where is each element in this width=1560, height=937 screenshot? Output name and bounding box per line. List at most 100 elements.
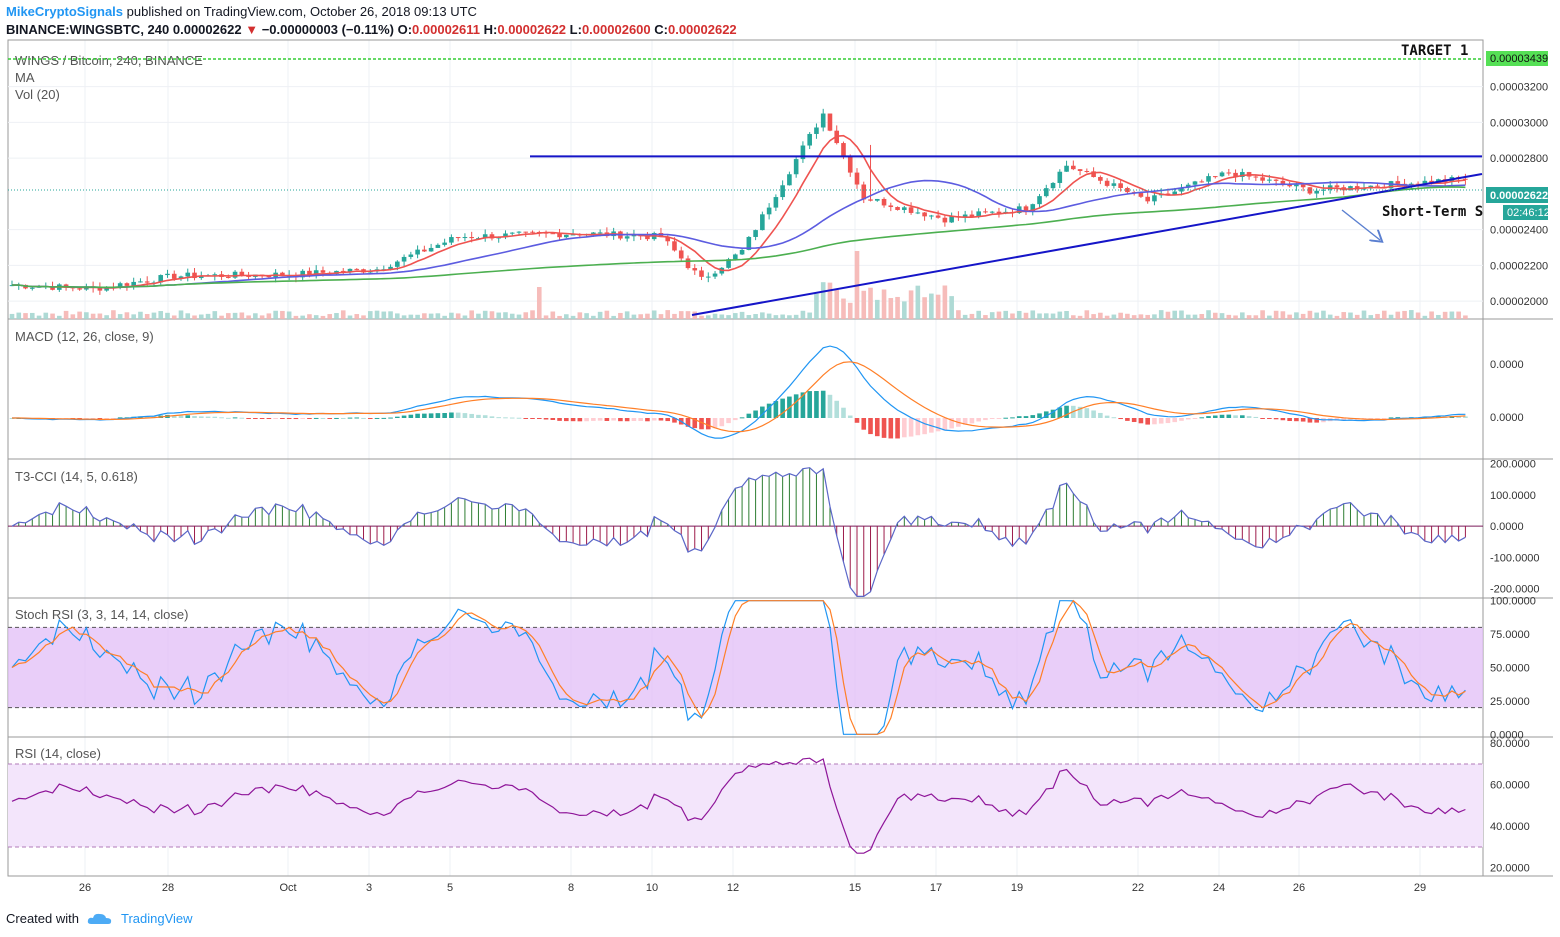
candle-body xyxy=(523,231,529,233)
macd-hist-bar xyxy=(922,418,927,435)
volume-bar xyxy=(726,315,731,319)
volume-bar xyxy=(1287,314,1292,319)
candle-body xyxy=(226,276,231,278)
candle-body xyxy=(1104,180,1110,186)
macd-hist-bar xyxy=(1010,417,1015,419)
candle-body xyxy=(773,197,779,208)
macd-hist-bar xyxy=(509,417,515,419)
last-price: 0.00002622 xyxy=(172,22,242,37)
candle-body xyxy=(1361,188,1367,190)
cci-pane-title: T3-CCI (14, 5, 0.618) xyxy=(15,469,138,484)
volume-bar xyxy=(705,315,711,319)
macd-hist-bar xyxy=(739,417,745,419)
volume-bar xyxy=(861,290,867,319)
volume-bar xyxy=(1456,311,1461,319)
macd-hist-bar xyxy=(1368,418,1374,419)
macd-hist-bar xyxy=(1463,416,1468,418)
macd-hist-bar xyxy=(550,418,556,420)
macd-hist-bar xyxy=(638,418,643,421)
candle-body xyxy=(787,174,792,186)
x-tick-label: 10 xyxy=(646,882,658,894)
candle-body xyxy=(739,249,745,255)
volume-bar xyxy=(1233,315,1238,319)
support-trend-line xyxy=(691,173,1483,316)
volume-bar xyxy=(989,312,995,319)
volume-bar xyxy=(1240,312,1245,319)
stoch-d-line xyxy=(11,599,1466,735)
volume-bar xyxy=(9,313,15,319)
volume-bar xyxy=(895,296,900,319)
candle-body xyxy=(1280,180,1286,185)
macd-hist-bar xyxy=(1003,417,1009,419)
macd-hist-bar xyxy=(205,416,211,418)
volume-bar xyxy=(800,310,806,319)
y-tick-label: -100.0000 xyxy=(1490,552,1540,564)
candle-body xyxy=(50,286,55,290)
volume-bar xyxy=(57,315,62,319)
macd-hist-bar xyxy=(1307,418,1313,423)
candle-body xyxy=(1226,172,1232,174)
volume-bar xyxy=(415,314,420,319)
volume-bar xyxy=(1111,314,1117,319)
tradingview-brand-link[interactable]: TradingView xyxy=(120,911,193,926)
volume-bar xyxy=(1463,315,1468,319)
volume-bar xyxy=(395,313,400,319)
volume-bar xyxy=(969,313,975,319)
candle-body xyxy=(1422,180,1428,185)
annotation-label: Short-Term S xyxy=(1382,204,1483,220)
author-link[interactable]: MikeCryptoSignals xyxy=(6,4,124,19)
candle-body xyxy=(841,143,846,156)
candle-body xyxy=(131,281,136,286)
macd-hist-bar xyxy=(482,415,488,418)
macd-hist-bar xyxy=(888,418,894,439)
candle-body xyxy=(1219,172,1225,177)
volume-bar xyxy=(239,312,245,319)
volume-bar xyxy=(320,315,326,319)
volume-bar xyxy=(983,315,988,319)
volume-bar xyxy=(1307,310,1313,319)
last-price-label: 0.00002622 xyxy=(1490,190,1548,202)
macd-hist-bar xyxy=(564,418,569,422)
volume-bar xyxy=(1368,315,1374,319)
macd-hist-bar xyxy=(983,418,988,421)
volume-bar xyxy=(1043,313,1049,319)
volume-bar xyxy=(151,312,157,319)
candle-body xyxy=(1260,177,1265,181)
volume-bar xyxy=(70,314,76,319)
volume-bar xyxy=(888,298,894,319)
volume-bar xyxy=(286,311,292,319)
y-tick-label: 0.00003000 xyxy=(1490,117,1548,129)
volume-bar xyxy=(226,313,231,319)
macd-hist-bar xyxy=(246,418,251,419)
candle-body xyxy=(550,233,556,235)
candle-body xyxy=(307,270,312,276)
volume-bar xyxy=(1267,315,1272,319)
volume-bar xyxy=(1219,313,1225,319)
macd-hist-bar xyxy=(814,391,819,418)
macd-hist-bar xyxy=(178,415,184,418)
volume-bar xyxy=(104,315,109,319)
volume-bar xyxy=(84,312,89,319)
macd-hist-bar xyxy=(435,413,441,418)
candle-body xyxy=(1023,206,1029,212)
macd-hist-bar xyxy=(692,418,698,429)
candle-body xyxy=(138,281,143,283)
volume-bar xyxy=(1449,311,1455,319)
candle-body xyxy=(1091,171,1096,178)
volume-group xyxy=(9,251,1468,319)
candle-body xyxy=(516,231,522,233)
candle-body xyxy=(564,234,569,238)
candle-body xyxy=(503,233,508,238)
candle-body xyxy=(962,214,968,218)
macd-hist-bar xyxy=(935,418,941,432)
footer: Created with TradingView xyxy=(6,911,193,926)
macd-hist-bar xyxy=(90,418,96,419)
candle-body xyxy=(63,284,69,287)
rsi-line xyxy=(11,757,1466,854)
volume-bar xyxy=(1185,314,1191,319)
candle-body xyxy=(1030,204,1036,212)
volume-bar xyxy=(523,312,529,319)
volume-bar xyxy=(1172,310,1178,319)
candle-body xyxy=(1273,179,1279,181)
